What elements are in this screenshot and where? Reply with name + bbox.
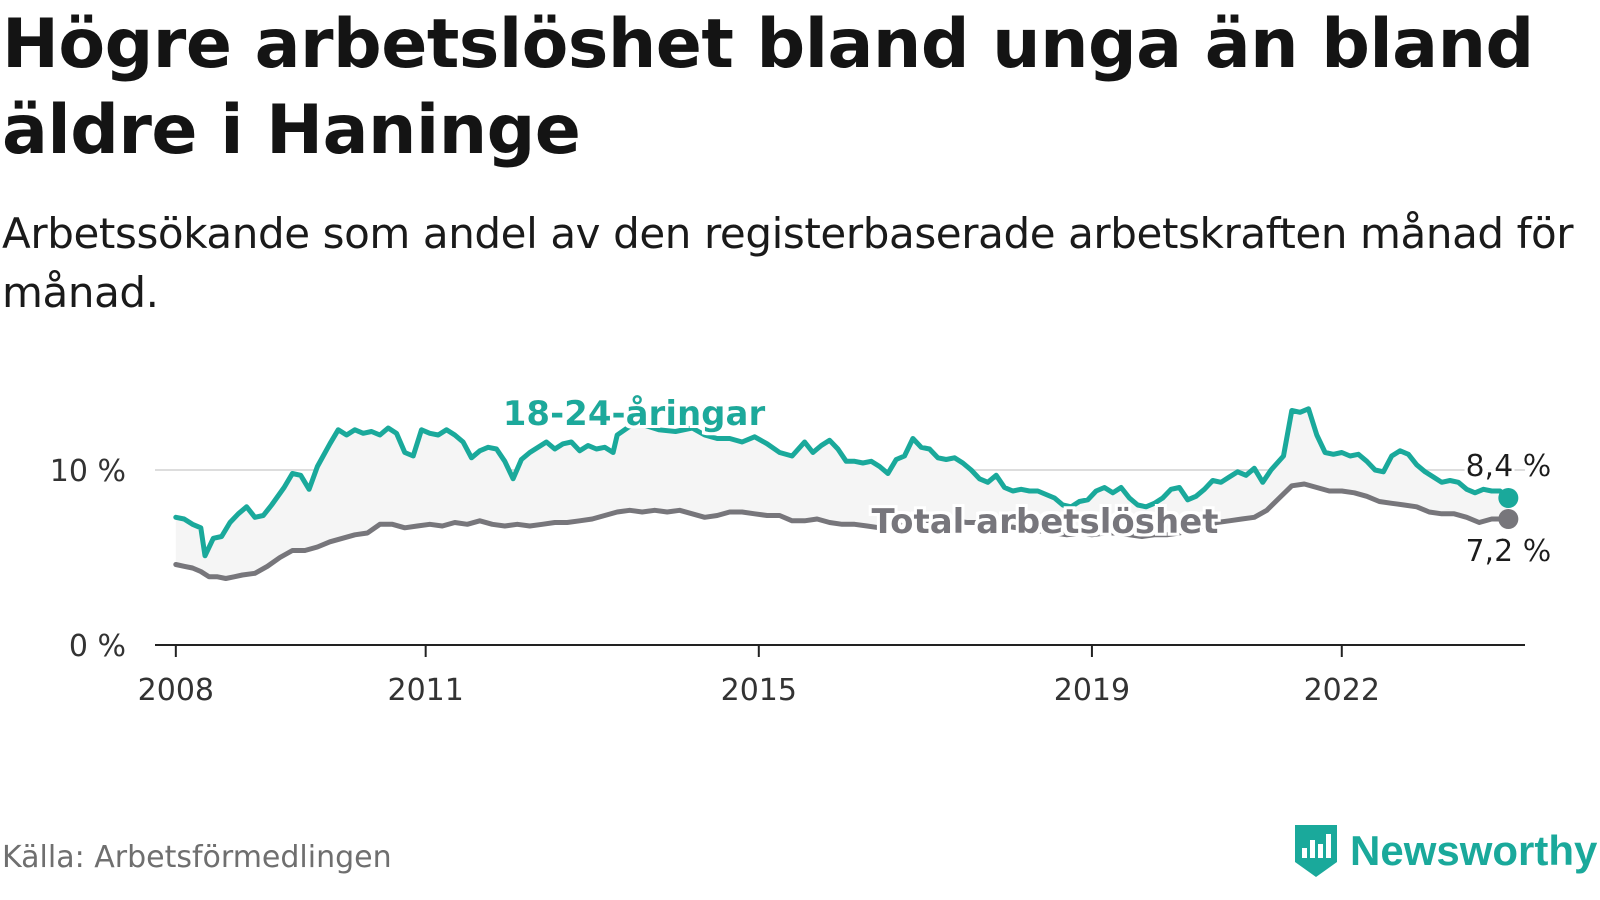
y-tick-label: 0 % xyxy=(69,629,126,664)
chart-title: Högre arbetslöshet bland unga än bland ä… xyxy=(2,5,1534,170)
series-lines xyxy=(173,406,1519,581)
series-label-total: Total arbetslöshet xyxy=(871,502,1218,542)
x-tick-label: 2022 xyxy=(1304,673,1380,708)
series-line-18-24 xyxy=(173,406,1511,559)
axes: 0 % 10 % 2008 2011 2015 2019 2022 xyxy=(50,454,1525,708)
chart-subtitle: Arbetssökande som andel av den registerb… xyxy=(2,209,1574,317)
newsworthy-logo-icon xyxy=(1295,825,1337,877)
end-label-18-24: 8,4 % xyxy=(1465,449,1551,484)
end-dot-18-24 xyxy=(1498,488,1519,508)
gap-band xyxy=(175,408,1509,579)
end-dot-total xyxy=(1498,509,1519,529)
source-note: Källa: Arbetsförmedlingen xyxy=(2,840,392,875)
x-tick-label: 2011 xyxy=(387,673,463,708)
series-label-18-24: 18-24-åringar xyxy=(503,394,766,434)
newsworthy-logo[interactable]: Newsworthy xyxy=(1292,822,1597,880)
series-line-total xyxy=(173,481,1511,581)
series-labels: 18-24-åringar Total arbetslöshet 8,4 % 7,2 … xyxy=(503,394,1551,569)
end-label-total: 7,2 % xyxy=(1465,534,1551,569)
x-tick-label: 2008 xyxy=(138,673,214,708)
brand-name: Newsworthy xyxy=(1350,827,1598,874)
y-tick-label: 10 % xyxy=(50,454,126,489)
x-tick-label: 2015 xyxy=(721,673,797,708)
x-tick-label: 2019 xyxy=(1054,673,1130,708)
